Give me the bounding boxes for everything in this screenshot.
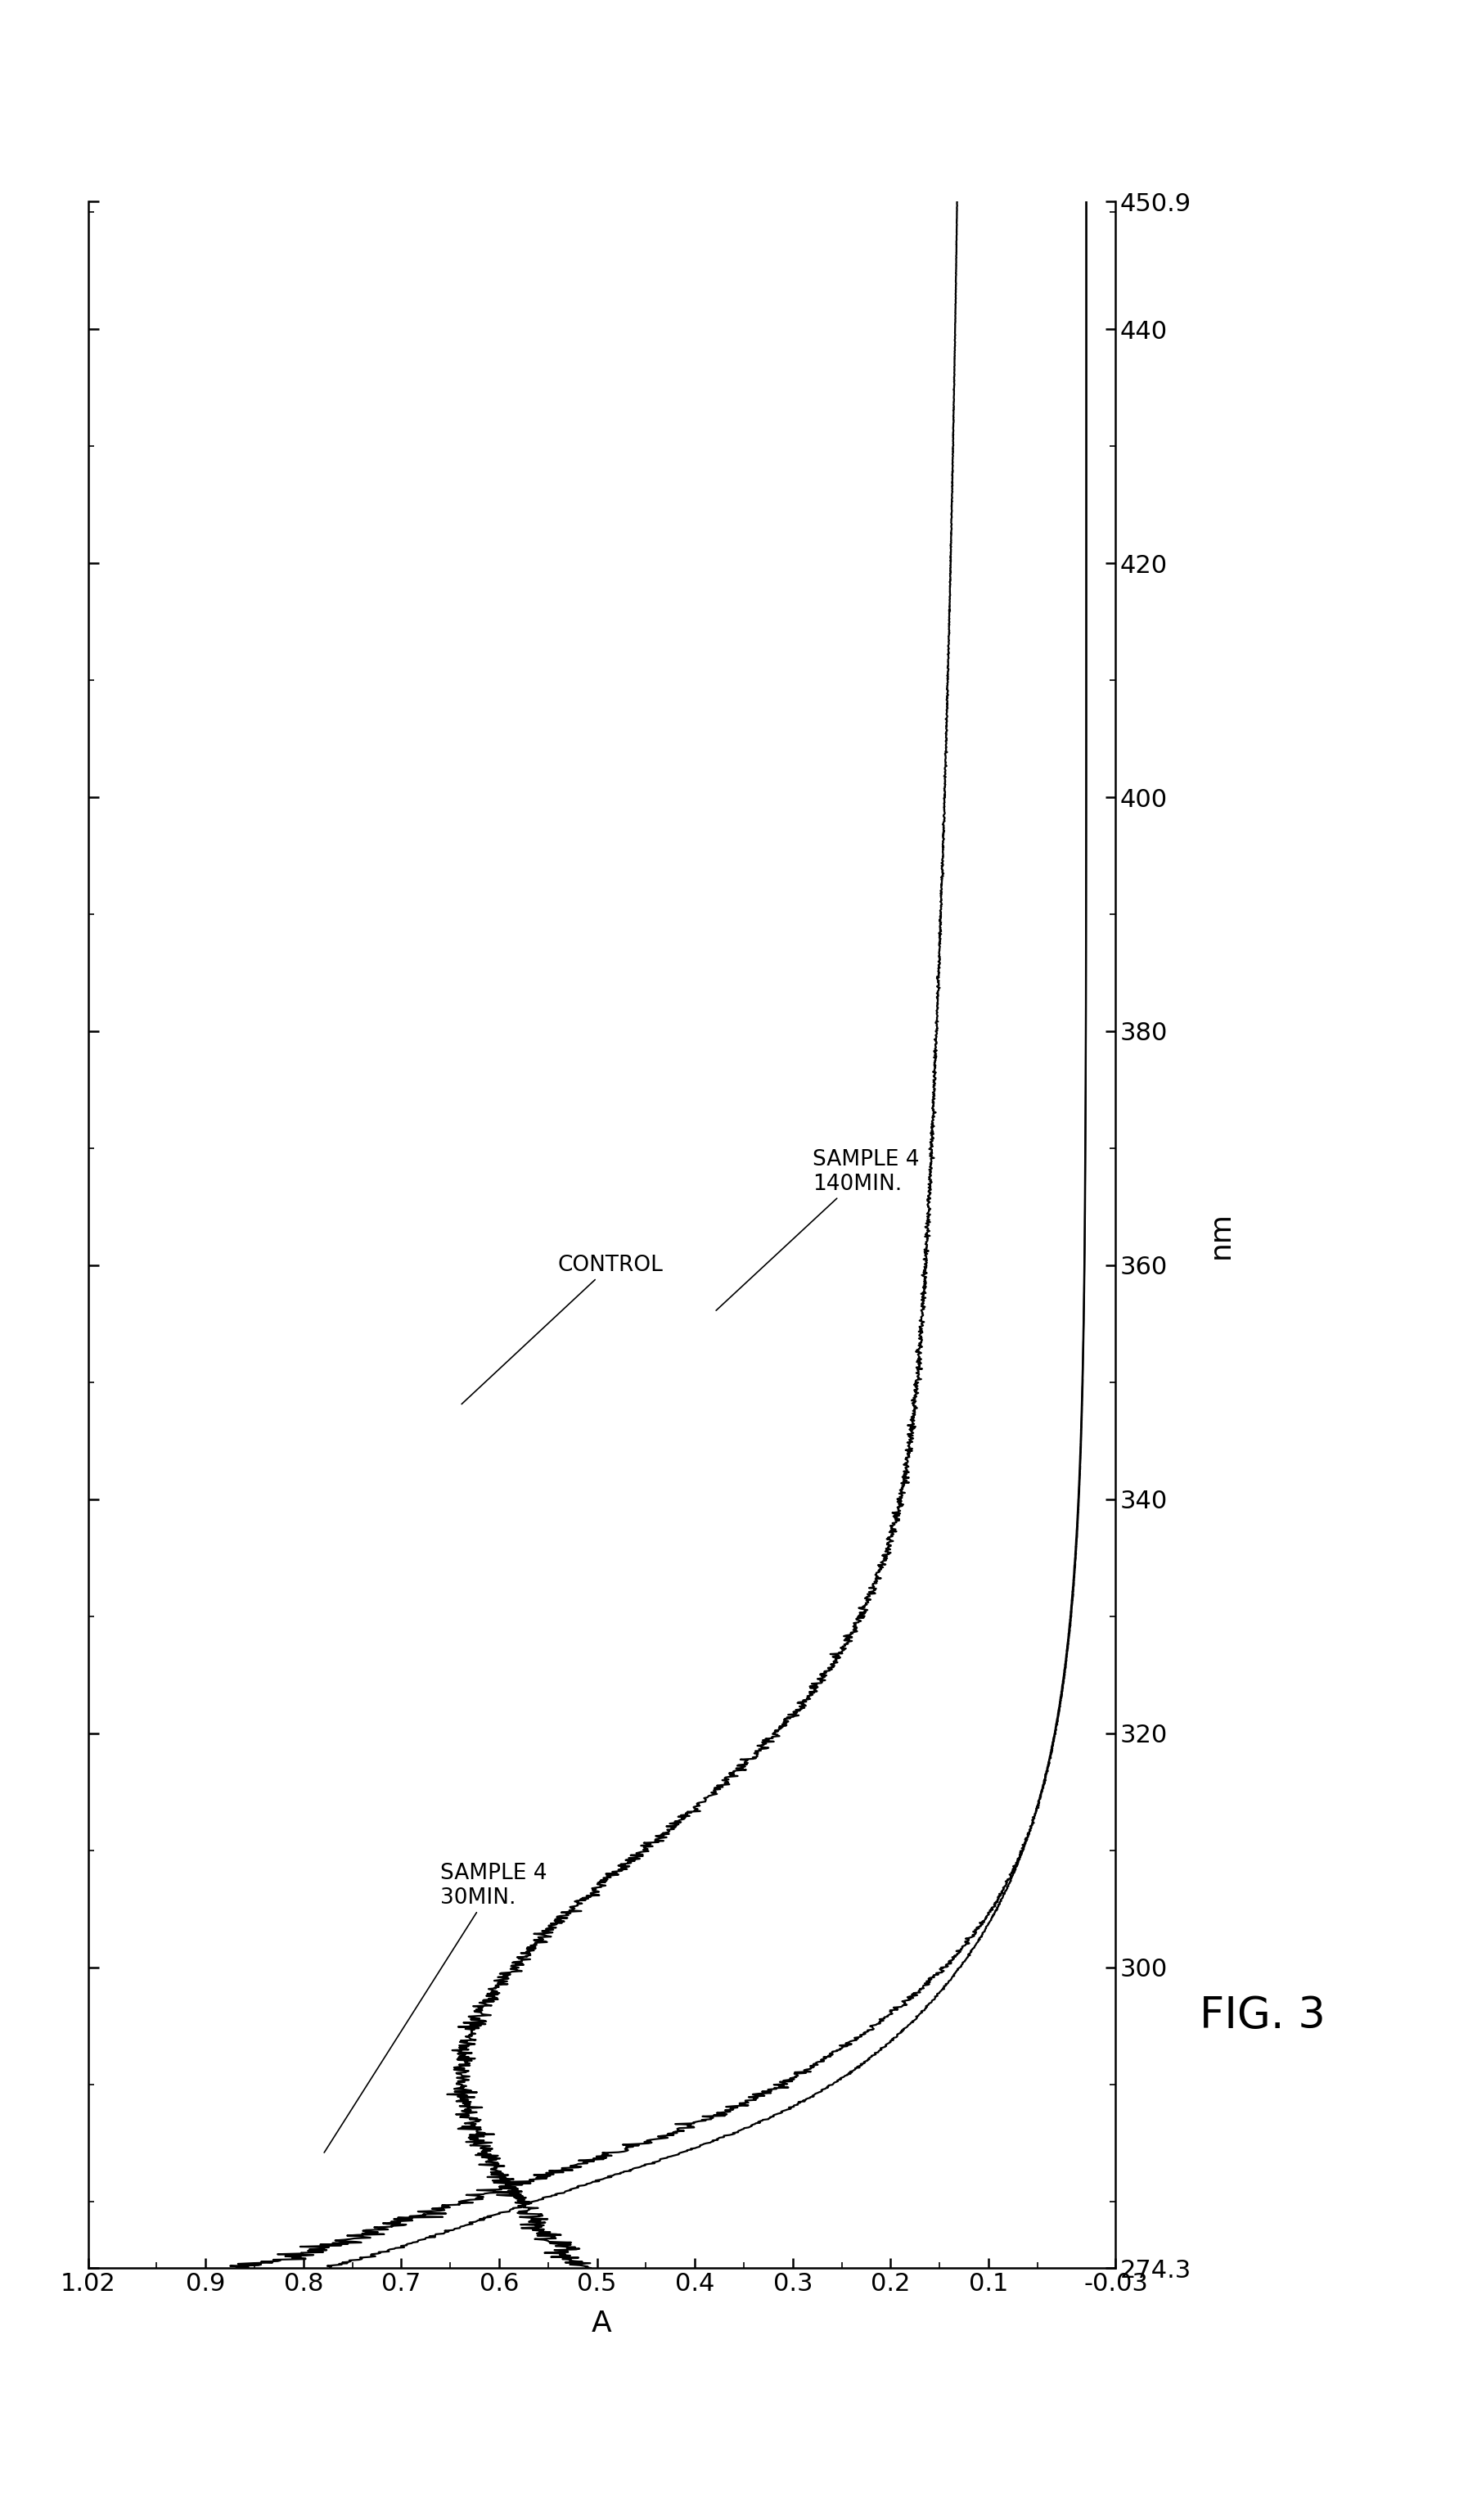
Y-axis label: nm: nm [1207, 1212, 1235, 1257]
Text: SAMPLE 4
30MIN.: SAMPLE 4 30MIN. [324, 1862, 548, 2152]
Text: FIG. 3: FIG. 3 [1199, 1996, 1326, 2036]
Text: SAMPLE 4
140MIN.: SAMPLE 4 140MIN. [716, 1149, 919, 1310]
X-axis label: A: A [592, 2308, 612, 2336]
Text: CONTROL: CONTROL [461, 1255, 664, 1404]
